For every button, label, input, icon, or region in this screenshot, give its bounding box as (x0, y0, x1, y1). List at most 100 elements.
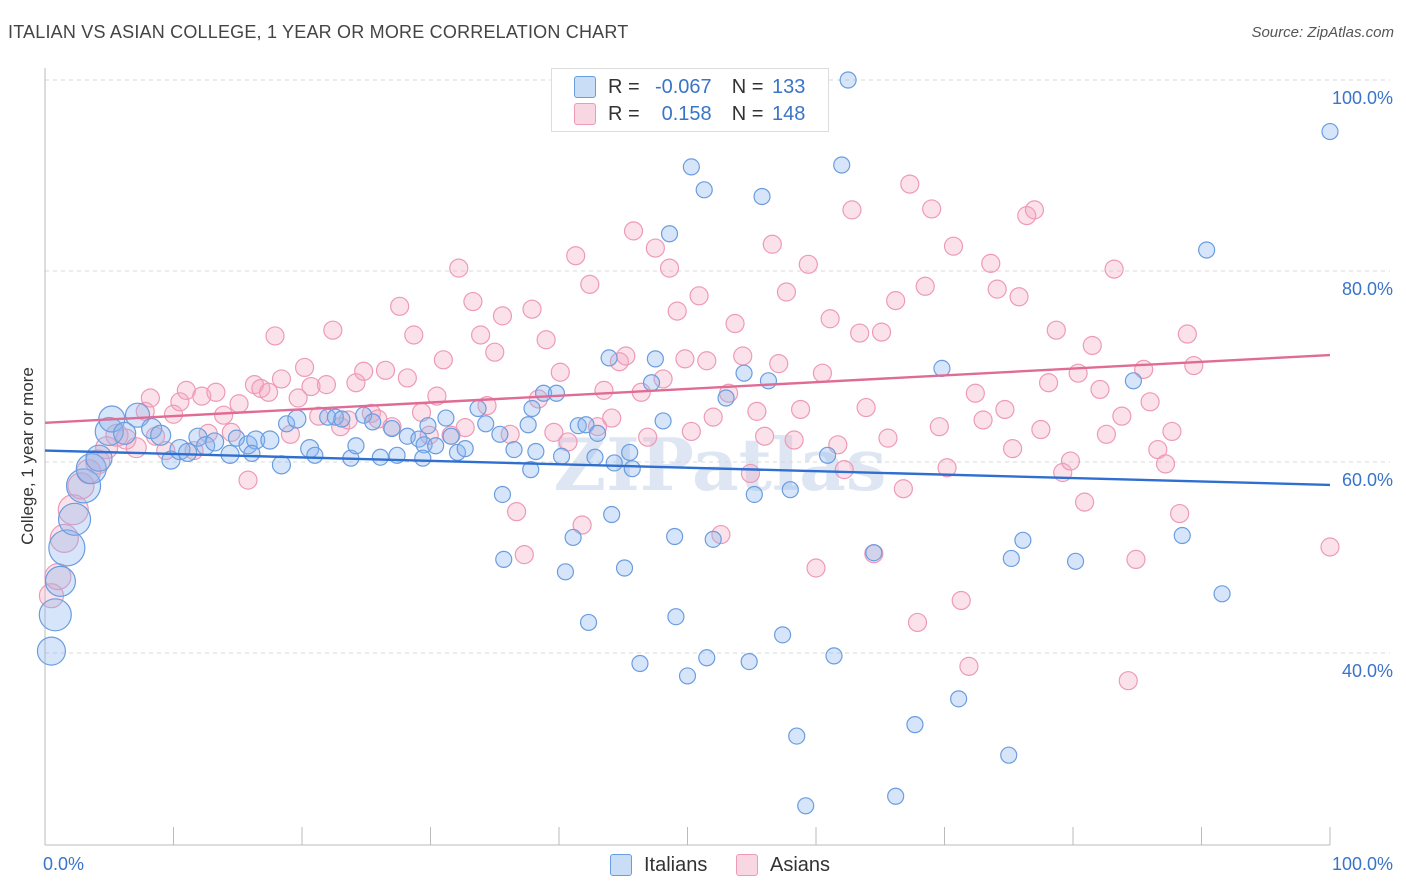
italians-point (243, 444, 261, 463)
italians-point (735, 364, 753, 382)
asians-point (645, 238, 665, 258)
italians-point (666, 527, 684, 546)
asians-point (929, 417, 949, 437)
italians-point (347, 437, 365, 455)
asians-point (602, 408, 622, 428)
asians-point (522, 299, 542, 319)
italians-point (839, 71, 857, 89)
asians-point (900, 174, 920, 194)
italians-point (57, 502, 92, 536)
italians-point (564, 528, 582, 547)
asians-point (477, 396, 497, 416)
asians-point (1112, 406, 1132, 426)
asians-point (390, 296, 410, 316)
asians-point (427, 386, 447, 406)
italians-point (1066, 552, 1085, 570)
asians-point (784, 430, 804, 450)
asians-point (1155, 454, 1176, 474)
italians-point (717, 389, 735, 407)
asians-point (1060, 451, 1081, 471)
italians-point (1213, 585, 1231, 603)
italians-point (124, 402, 151, 428)
italians-point (781, 481, 799, 499)
asians-point (229, 394, 249, 414)
asians-point (965, 383, 985, 403)
asians-point (981, 253, 1001, 273)
italians-point (695, 181, 713, 199)
asians-point (485, 342, 505, 362)
asians-point (1082, 335, 1102, 356)
asians-point (856, 397, 876, 418)
italians-point (38, 598, 72, 632)
asians-legend-swatch (736, 854, 758, 876)
italians-point (65, 468, 102, 504)
source-credit: Source: ZipAtlas.com (1251, 24, 1394, 41)
italians-point (178, 442, 198, 463)
asians-point (922, 199, 942, 219)
italians-point (414, 449, 432, 467)
asians-point (506, 502, 527, 522)
asians-point (238, 470, 258, 490)
x-tick-label-min: 0.0% (43, 854, 84, 874)
asians-point (703, 407, 723, 427)
italians-point (825, 647, 843, 665)
italians-point (1002, 549, 1020, 568)
italians-point (1173, 526, 1191, 545)
italians-point (1198, 241, 1216, 259)
italians-point (788, 727, 806, 745)
italians-point (623, 460, 641, 478)
asians-point (566, 246, 586, 266)
asians-point (776, 282, 797, 302)
y-tick-label: 60.0% (1342, 470, 1393, 490)
asians-point (893, 479, 913, 499)
italians-point (113, 421, 137, 445)
italians-point (437, 409, 455, 427)
italians-point (579, 613, 598, 632)
italians-point (1014, 531, 1032, 549)
italians-point (759, 372, 778, 390)
asians-point (1046, 320, 1066, 340)
asians-point (850, 323, 870, 343)
italians-point (150, 424, 172, 446)
asians-point (580, 274, 600, 294)
r-value: 0.158 (661, 102, 712, 125)
asians-point (653, 369, 673, 389)
italians-point (631, 654, 649, 673)
y-tick-label: 80.0% (1342, 279, 1393, 299)
asians-point (725, 313, 745, 334)
asians-point (1184, 355, 1204, 376)
italians-point (556, 563, 575, 581)
asians-point (140, 388, 160, 408)
asians-point (397, 368, 417, 388)
asians-point (937, 458, 957, 478)
italians-point (227, 429, 246, 447)
asians-point (449, 258, 469, 278)
italians-legend-swatch (610, 854, 632, 876)
legend-item-asians[interactable]: Asians (736, 852, 830, 878)
italians-point (495, 550, 513, 569)
italians-point (306, 446, 324, 464)
italians-point (818, 446, 837, 464)
stats-row-italians: R = -0.067 N = 133 (574, 74, 805, 100)
asians-point (192, 386, 212, 406)
asians-point (375, 360, 396, 380)
asians-point (616, 346, 636, 366)
italians-point (950, 690, 968, 708)
italians-point (654, 412, 672, 430)
legend-item-italians[interactable]: Italians (610, 852, 707, 878)
italians-point (271, 455, 292, 475)
asians-point (294, 357, 315, 378)
italians-point (797, 797, 815, 815)
y-tick-label: 100.0% (1332, 88, 1393, 108)
asians-point (943, 236, 964, 256)
asians-point (1074, 492, 1095, 512)
asians-point (594, 380, 614, 400)
italians-point (205, 432, 225, 452)
italians-point (1000, 746, 1018, 764)
asians-point (514, 545, 534, 565)
italians-point (527, 442, 545, 461)
italians-point (682, 158, 700, 176)
italians-point (246, 430, 266, 450)
y-tick-label: 40.0% (1342, 661, 1393, 681)
asians-point (959, 656, 979, 676)
